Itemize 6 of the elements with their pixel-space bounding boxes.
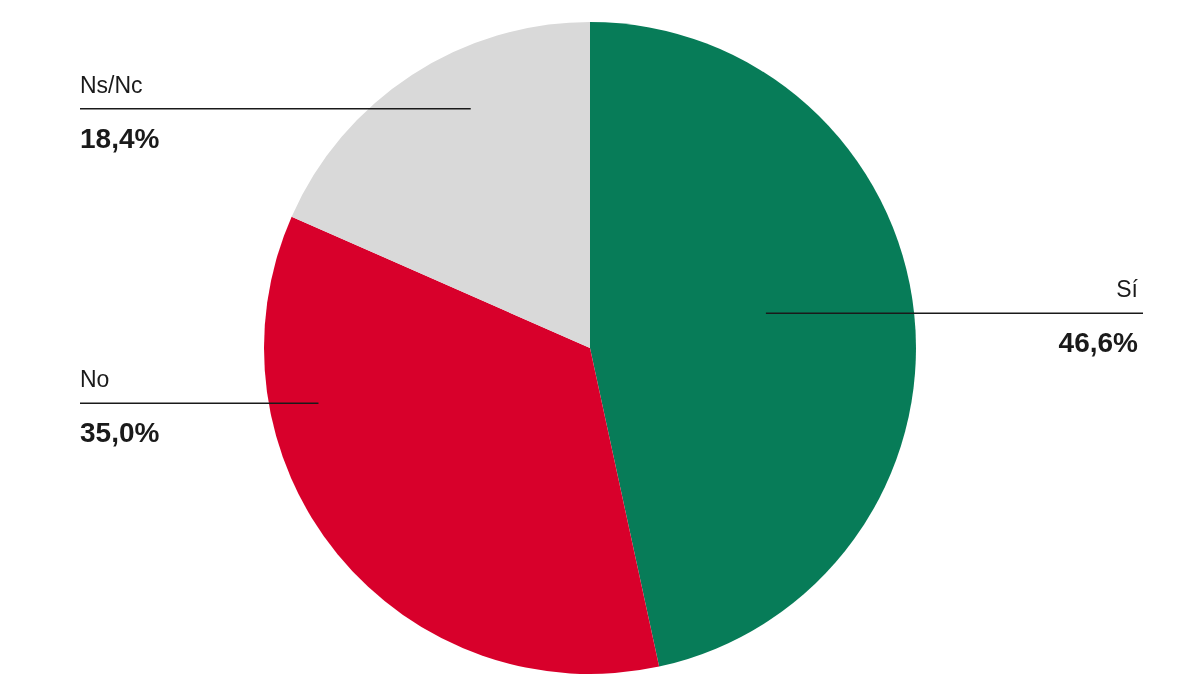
slice-label: Sí bbox=[1116, 276, 1139, 303]
slice-label: No bbox=[80, 366, 110, 393]
data-label: 35,0% bbox=[80, 417, 160, 449]
data-label: 18,4% bbox=[80, 122, 160, 154]
slice-label: Ns/Nc bbox=[80, 71, 143, 98]
data-label: 46,6% bbox=[1058, 327, 1139, 359]
